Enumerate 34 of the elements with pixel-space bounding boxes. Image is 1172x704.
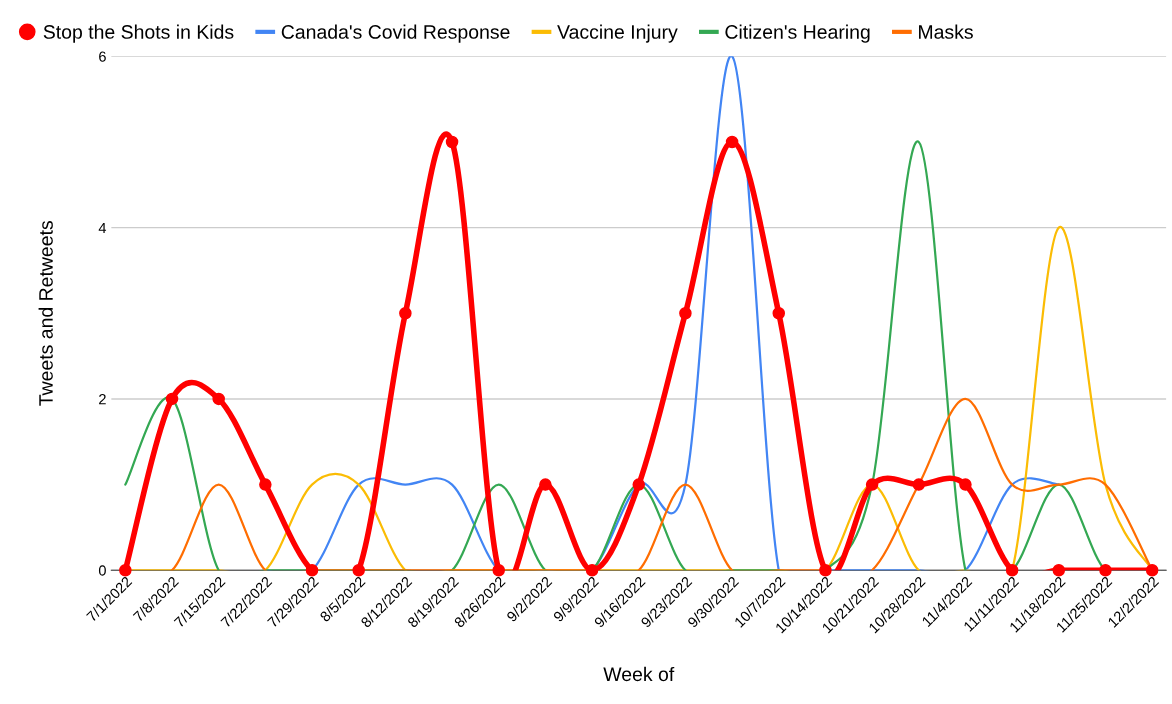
point [1052, 563, 1066, 577]
legend-label: Masks [919, 24, 973, 39]
point [165, 392, 179, 406]
legend-label: Canada's Covid Response [281, 24, 510, 43]
point [212, 392, 225, 406]
point [492, 563, 505, 577]
y-tick-label: 2 [99, 394, 106, 405]
y-tick-label: 6 [99, 51, 106, 62]
point [259, 478, 272, 491]
legend-label: Citizen's Hearing [725, 24, 870, 43]
point [399, 307, 412, 320]
y-axis-title: Tweets and Retweets [38, 221, 53, 406]
y-tick-label: 0 [98, 565, 106, 576]
point [1005, 563, 1019, 577]
point [725, 135, 739, 149]
point [1099, 563, 1112, 577]
point [119, 563, 132, 577]
point [1145, 563, 1159, 577]
x-axis-title: Week of [603, 666, 675, 682]
point [632, 478, 645, 491]
point [352, 563, 365, 577]
point [865, 478, 879, 491]
point [585, 563, 599, 577]
point [912, 478, 926, 491]
y-tick-label: 4 [98, 222, 107, 233]
point [679, 307, 692, 320]
point [445, 135, 459, 149]
legend-label: Stop the Shots in Kids [43, 24, 234, 43]
point [819, 563, 832, 577]
point [959, 478, 972, 491]
point [772, 307, 786, 320]
point [305, 563, 319, 577]
legend-label: Vaccine Injury [557, 24, 678, 43]
point [539, 478, 552, 491]
